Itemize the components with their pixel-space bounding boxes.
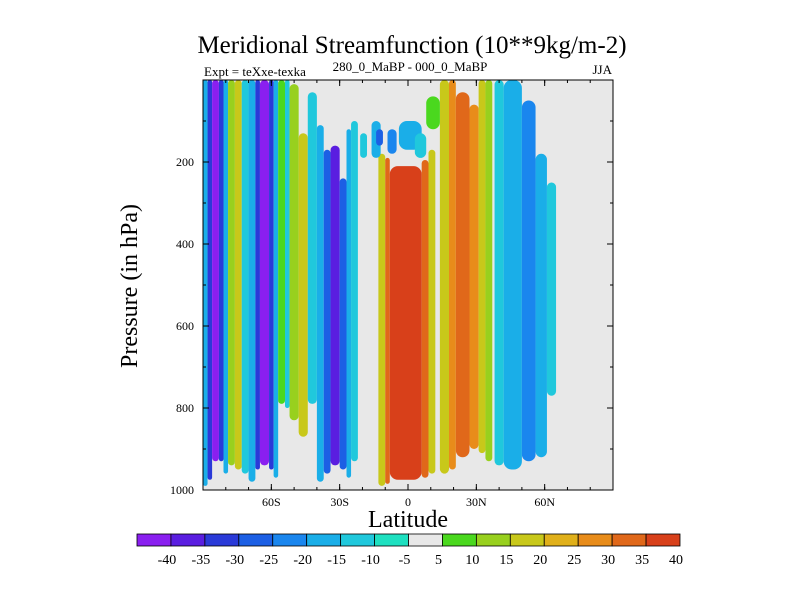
colorbar-swatch — [204, 533, 240, 547]
colorbar-label: -20 — [293, 553, 312, 568]
colorbar-label: -30 — [225, 553, 244, 568]
contour-cell — [285, 80, 290, 408]
contour-cell — [289, 84, 299, 421]
x-tick-label: 30N — [466, 495, 487, 509]
left-string: Expt = teXxe-texka — [204, 64, 306, 79]
contour-cell — [469, 104, 479, 449]
colorbar-label: 30 — [601, 553, 615, 568]
colorbar-label: 40 — [669, 553, 683, 568]
contour-cell — [376, 129, 383, 146]
colorbar-label: -10 — [361, 553, 380, 568]
x-tick-label: 60N — [534, 495, 555, 509]
colorbar-label: 25 — [567, 553, 581, 568]
contour-cell — [449, 80, 456, 470]
colorbar-swatch — [408, 533, 443, 547]
y-tick-label: 800 — [176, 401, 194, 415]
colorbar-label: 5 — [435, 553, 442, 568]
y-axis: 200 400 600 800 1000 — [170, 120, 613, 497]
contour-cell — [503, 80, 522, 470]
contour-cell — [428, 149, 436, 474]
contour-cell — [421, 159, 429, 478]
contour-cell — [360, 133, 367, 158]
contour-cell — [234, 80, 242, 470]
contour-cell — [351, 121, 358, 462]
colorbar: -40 -35 -30 -25 -20 -15 -10 -5 5 10 15 20 25 30 35 40 — [136, 533, 683, 568]
contour-cell — [323, 149, 331, 474]
x-axis-label: Latitude — [368, 507, 448, 533]
contour-cell — [278, 80, 285, 404]
colorbar-swatch — [509, 533, 545, 547]
colorbar-label: 35 — [635, 553, 649, 568]
colorbar-swatch — [238, 533, 274, 547]
y-tick-label: 1000 — [170, 483, 194, 497]
contour-cell — [339, 178, 347, 470]
colorbar-label: -40 — [158, 553, 177, 568]
colorbar-swatch — [611, 533, 647, 547]
y-tick-label: 600 — [176, 319, 194, 333]
contour-cell — [378, 153, 386, 486]
contour-cell — [485, 80, 493, 462]
colorbar-swatch — [475, 533, 511, 547]
colorbar-swatch — [645, 533, 681, 547]
y-tick-label: 200 — [176, 155, 194, 169]
contour-cell — [218, 80, 224, 462]
contour-fills — [203, 80, 557, 486]
colorbar-swatch — [442, 533, 477, 547]
contour-cell — [546, 182, 557, 396]
colorbar-swatch — [306, 533, 342, 547]
contour-cell — [228, 80, 235, 466]
contour-cell — [426, 96, 440, 130]
contour-cell — [255, 80, 260, 470]
colorbar-swatch — [170, 533, 206, 547]
contour-cell — [223, 80, 229, 474]
center-string: 280_0_MaBP - 000_0_MaBP — [333, 59, 488, 74]
contour-cell — [212, 80, 219, 462]
contour-cell — [414, 133, 427, 158]
contour-cell — [439, 80, 449, 474]
colorbar-label: -5 — [399, 553, 411, 568]
contour-cell — [203, 80, 208, 486]
right-string: JJA — [592, 62, 612, 77]
contour-cell — [494, 80, 504, 466]
colorbar-swatch — [136, 533, 172, 547]
colorbar-swatch — [340, 533, 375, 547]
contour-cell — [307, 92, 317, 404]
contour-cell — [478, 80, 486, 454]
contour-cell — [298, 133, 308, 437]
contour-cell — [316, 125, 324, 482]
colorbar-label: -15 — [327, 553, 346, 568]
colorbar-label: -35 — [192, 553, 211, 568]
contour-cell — [259, 80, 270, 466]
colorbar-swatch — [272, 533, 308, 547]
x-tick-label: 0 — [405, 495, 411, 509]
contour-cell — [346, 129, 352, 478]
contour-cell — [455, 92, 470, 458]
colorbar-swatch — [543, 533, 579, 547]
contour-cell — [521, 100, 536, 462]
contour-cell — [535, 153, 547, 458]
contour-cell — [273, 80, 279, 478]
contour-cell — [269, 80, 274, 470]
y-tick-label: 400 — [176, 237, 194, 251]
chart-title: Meridional Streamfunction (10**9kg/m-2) — [197, 32, 626, 59]
colorbar-swatch — [374, 533, 409, 547]
contour-cell — [387, 129, 397, 154]
colorbar-label: -25 — [259, 553, 278, 568]
contour-cell — [385, 157, 390, 484]
contour-cell — [248, 80, 256, 482]
x-tick-label: 30S — [330, 495, 349, 509]
contour-cell — [207, 80, 213, 480]
colorbar-swatch — [577, 533, 613, 547]
x-tick-label: 60S — [262, 495, 281, 509]
contour-cell — [241, 80, 249, 474]
colorbar-label: 20 — [533, 553, 547, 568]
x-axis: 60S 30S 0 30N 60N — [225, 80, 591, 509]
y-axis-label: Pressure (in hPa) — [117, 204, 143, 368]
contour-cell — [330, 145, 340, 466]
colorbar-label: 10 — [465, 553, 479, 568]
contour-cell — [389, 166, 422, 480]
colorbar-label: 15 — [499, 553, 513, 568]
